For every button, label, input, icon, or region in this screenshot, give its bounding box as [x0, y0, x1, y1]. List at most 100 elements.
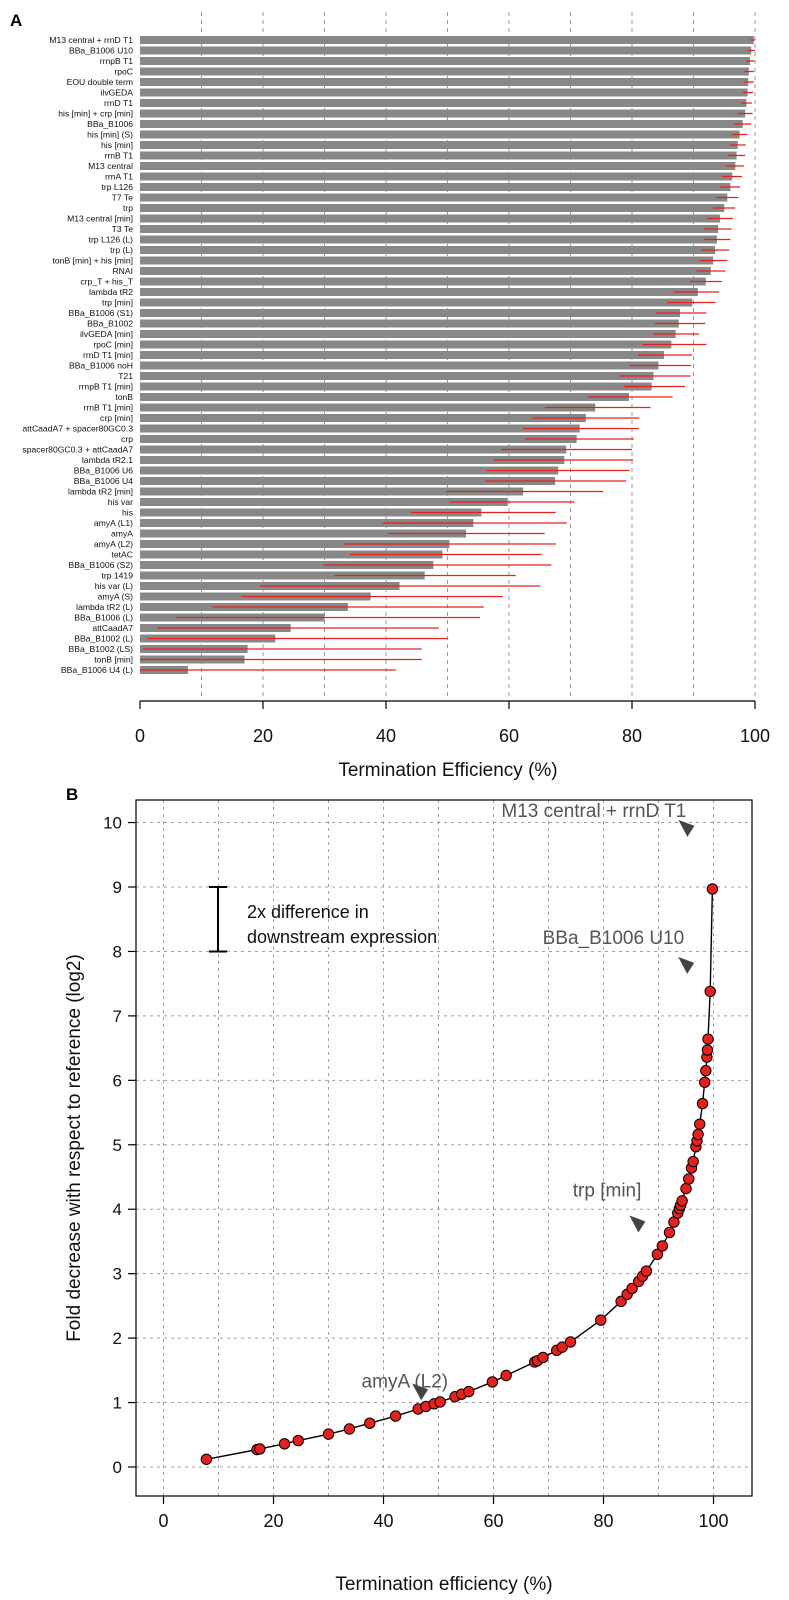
panel-b-x-axis-label: Termination efficiency (%): [335, 1574, 552, 1595]
panel-b-y-axis: 0 1 2 3 4 5 6 7 8 9 10: [103, 814, 136, 1477]
panel-a-error-bars: [140, 39, 755, 671]
data-point: [640, 1265, 653, 1277]
annotation-arrow: [678, 819, 695, 837]
category-label: BBa_B1002: [87, 319, 133, 329]
bar: [140, 57, 751, 65]
bar: [140, 151, 737, 160]
category-label: BBa_B1002 (L): [74, 634, 133, 644]
annotation-arrow: [629, 1215, 646, 1233]
scale-bar-label-line2: downstream expression: [247, 927, 437, 947]
bar: [140, 141, 738, 149]
bar: [140, 235, 717, 244]
category-label: BBa_B1006 U10: [69, 46, 133, 56]
bar: [140, 130, 740, 139]
data-point: [683, 1173, 695, 1185]
y-tick-label: 0: [113, 1458, 122, 1477]
category-label: trp: [123, 203, 133, 213]
data-point: [254, 1443, 266, 1455]
panel-b-annotations: M13 central + rrnD T1 BBa_B1006 U10 trp [m…: [362, 801, 695, 1401]
annotation-label: amyA (L2): [362, 1371, 449, 1392]
category-label: rrnA T1: [105, 172, 133, 182]
bar: [140, 46, 752, 55]
y-tick-label: 4: [113, 1200, 122, 1219]
annotation-label: M13 central + rrnD T1: [501, 801, 686, 822]
category-label: tonB: [115, 392, 133, 402]
category-label: his var (L): [95, 581, 133, 591]
bar: [140, 36, 754, 44]
bar: [140, 109, 746, 118]
category-label: trp (L): [110, 245, 133, 255]
bar: [140, 78, 749, 86]
data-point: [322, 1428, 335, 1440]
bar: [140, 204, 725, 212]
bar: [140, 393, 629, 401]
data-point: [692, 1128, 704, 1141]
panel-b-plot-frame: [135, 799, 753, 1497]
category-label: tonB [min] + his [min]: [53, 256, 133, 266]
category-label: his var: [108, 497, 133, 507]
bar: [140, 225, 719, 233]
bar: [140, 529, 466, 538]
bar: [140, 498, 508, 506]
panel-b-scale-bar: [209, 886, 227, 953]
category-label: his [min] + crp [min]: [58, 109, 133, 119]
bar: [140, 466, 559, 475]
x-tick-label: 40: [373, 1511, 393, 1531]
category-label: amyA (L2): [94, 539, 133, 549]
y-tick-label: 7: [113, 1007, 122, 1026]
category-label: BBa_B1002 (LS): [69, 644, 134, 654]
category-label: rrnD T1: [104, 98, 133, 108]
bar: [140, 288, 698, 296]
panel-b-series-line: [206, 888, 714, 1460]
category-label: tonB [min]: [94, 655, 133, 665]
data-point: [500, 1369, 512, 1382]
bar: [140, 172, 733, 181]
category-label: tetAC: [112, 550, 134, 560]
bar: [140, 267, 711, 275]
category-label: trp L126: [101, 182, 133, 192]
annotation-label: BBa_B1006 U10: [543, 928, 685, 949]
category-label: M13 central [min]: [67, 214, 133, 224]
x-tick-label: 80: [593, 1511, 613, 1531]
data-point: [694, 1118, 706, 1130]
bar: [140, 435, 577, 443]
data-point: [595, 1314, 607, 1326]
data-point: [656, 1240, 669, 1252]
category-label: T21: [118, 371, 133, 381]
category-label: his [min]: [101, 140, 133, 150]
data-point: [706, 883, 719, 895]
category-label: lambda tR2.1: [82, 455, 133, 465]
bar: [140, 382, 652, 391]
bar: [140, 340, 672, 349]
bar: [140, 571, 425, 580]
data-point: [701, 1044, 714, 1056]
category-label: crp: [121, 434, 133, 444]
panel-b-y-axis-label: Fold decrease with respect to reference …: [64, 954, 85, 1342]
bar: [140, 67, 749, 76]
panel-a-x-axis: 0 20 40 60 80 100: [135, 700, 770, 746]
category-label: crp [min]: [100, 413, 133, 423]
category-label: rrnB T1: [105, 151, 134, 161]
category-label: trp [min]: [102, 298, 133, 308]
x-tick-label: 40: [376, 726, 396, 746]
category-label: BBa_B1006 (L): [74, 613, 133, 623]
bar: [140, 298, 693, 307]
x-tick-label: 100: [740, 726, 770, 746]
y-tick-label: 9: [113, 878, 122, 897]
x-tick-label: 80: [622, 726, 642, 746]
category-label: M13 central + rrnD T1: [49, 35, 133, 45]
x-tick-label: 20: [253, 726, 273, 746]
x-tick-label: 60: [499, 726, 519, 746]
data-point: [200, 1453, 213, 1465]
panel-b-label: B: [66, 785, 78, 804]
data-point: [699, 1076, 711, 1088]
data-point: [687, 1155, 699, 1168]
category-label: rrnpB T1 [min]: [79, 382, 133, 392]
category-label: trp 1419: [101, 571, 133, 581]
y-tick-label: 3: [113, 1265, 122, 1284]
annotation-arrow: [678, 956, 695, 974]
data-point: [564, 1336, 577, 1348]
x-tick-label: 0: [135, 726, 145, 746]
